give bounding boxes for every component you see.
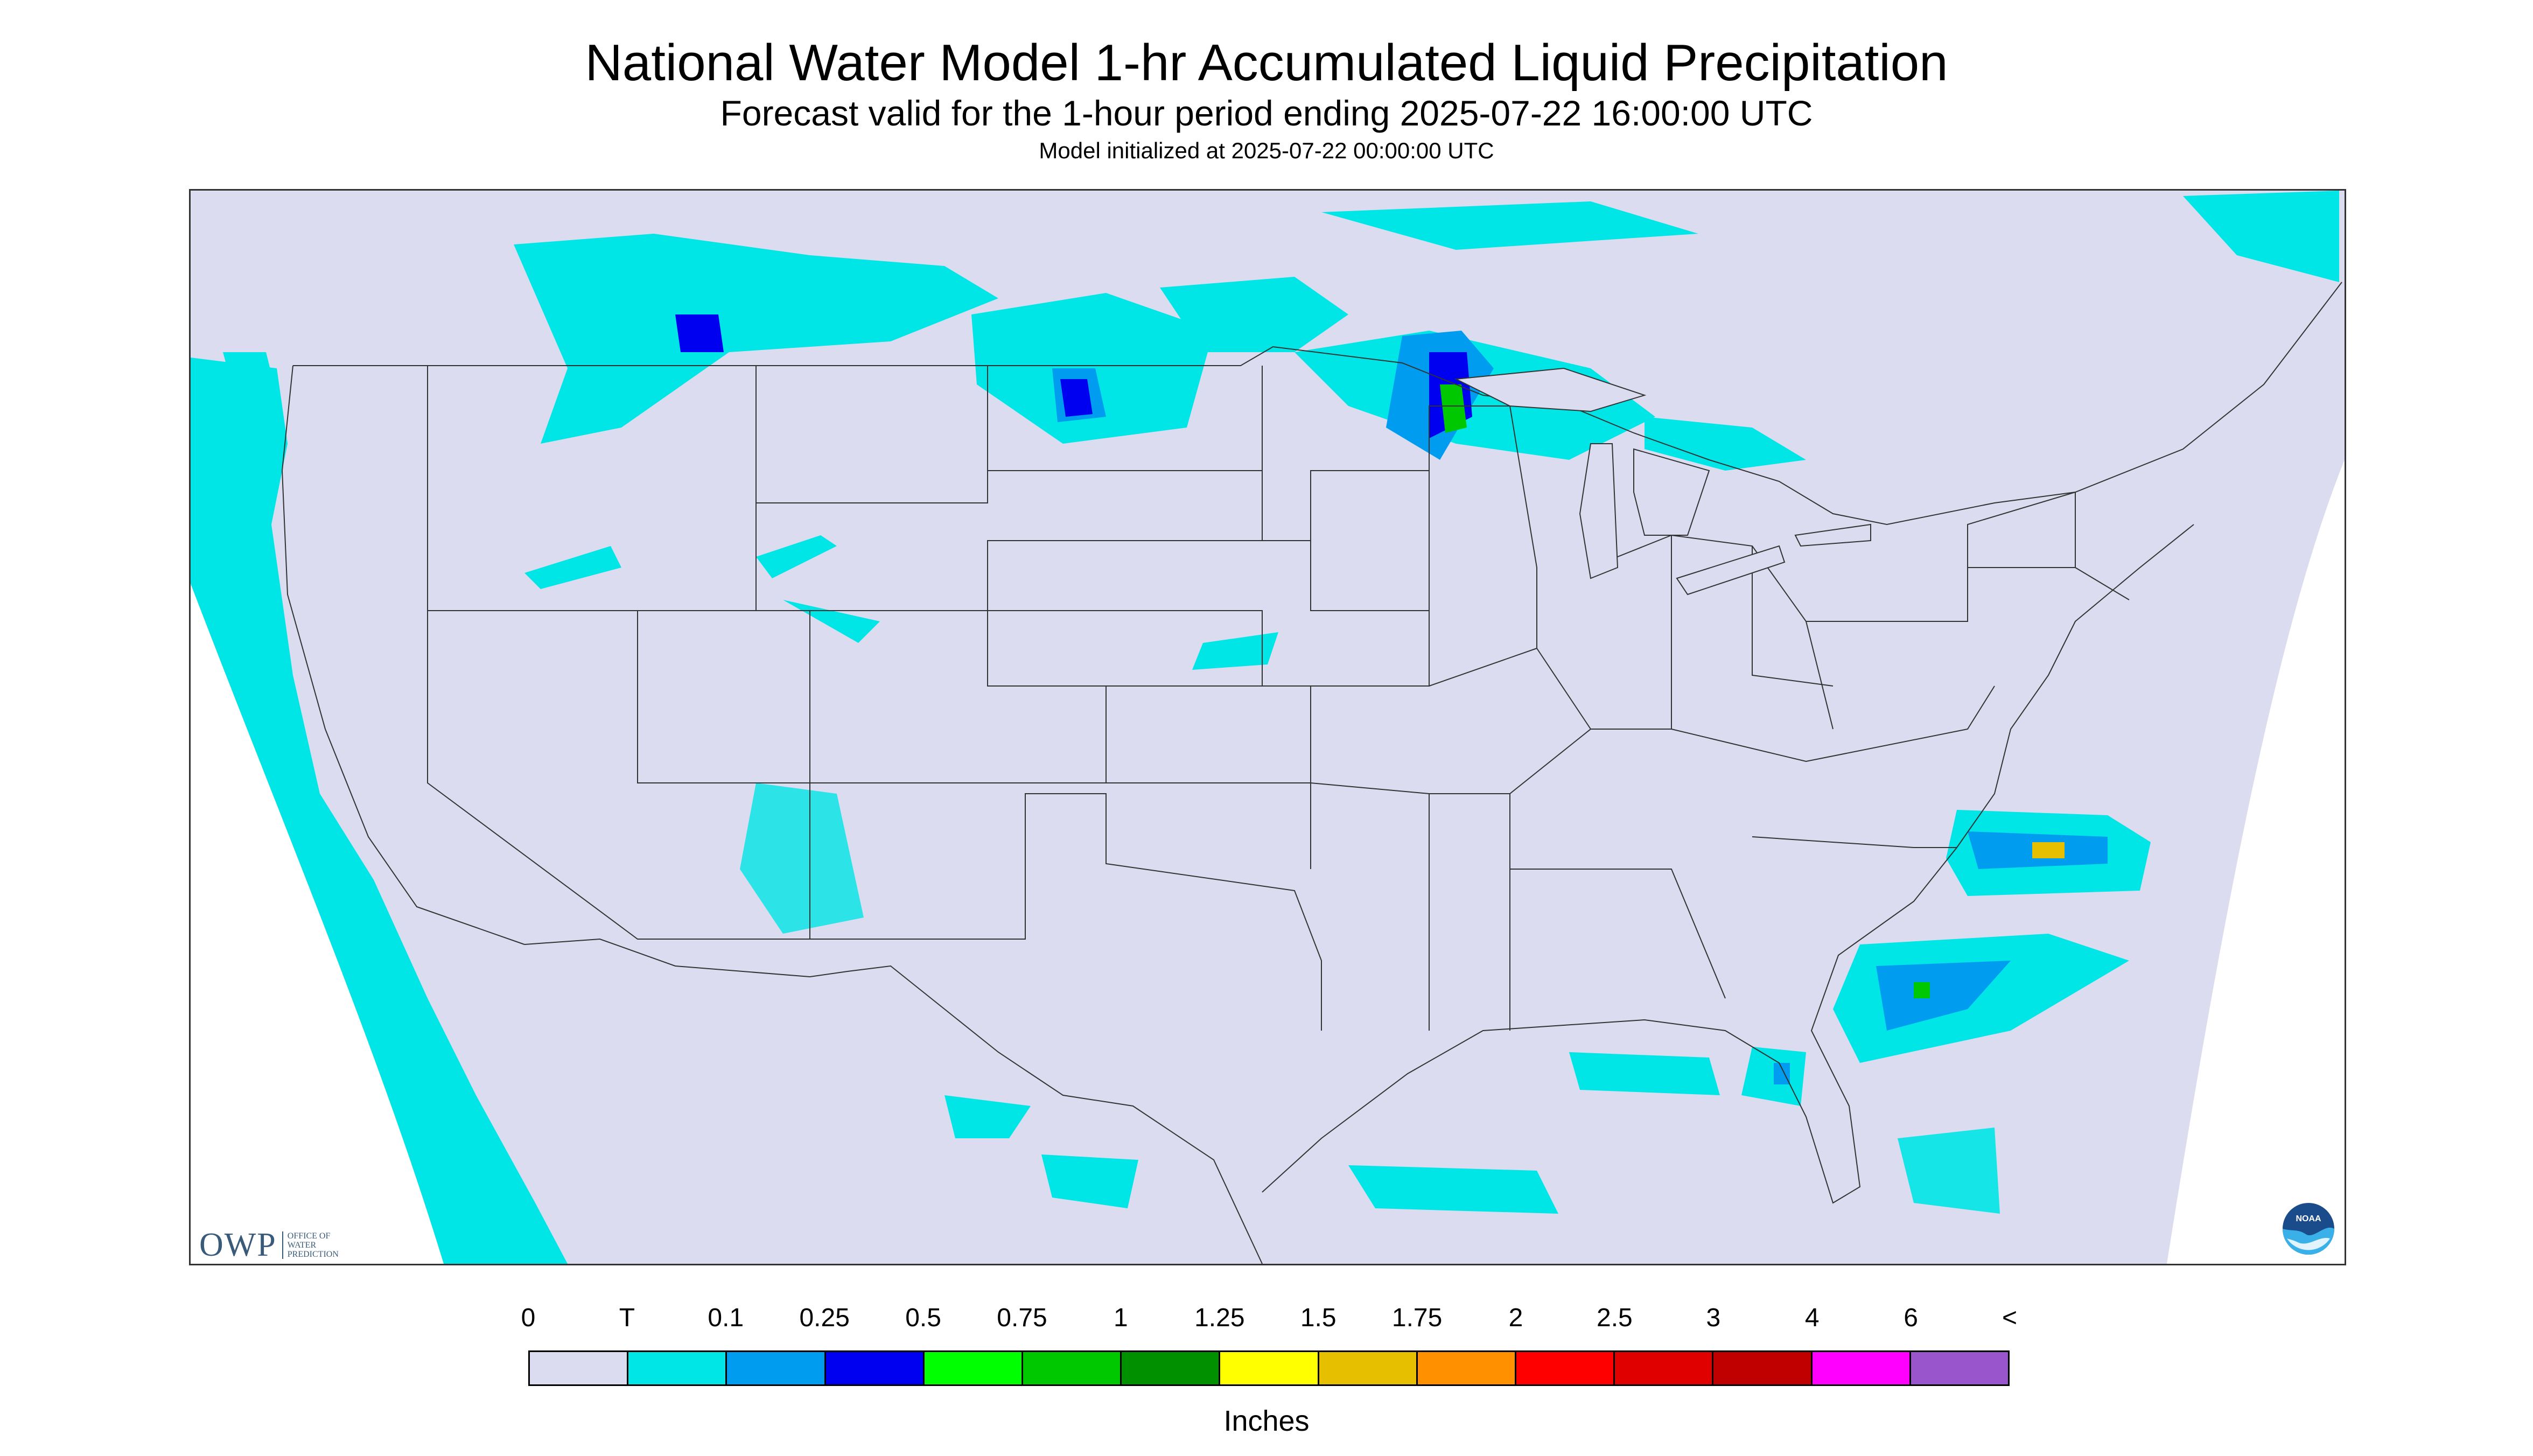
legend-swatch: [1319, 1352, 1418, 1384]
legend-label: 0.1: [708, 1304, 744, 1332]
legend-label: 0.5: [905, 1304, 941, 1332]
legend-label: 0: [521, 1304, 536, 1332]
owp-logo-text: OWP: [199, 1226, 277, 1263]
legend-swatch: [1516, 1352, 1615, 1384]
legend-swatch: [1812, 1352, 1911, 1384]
legend-label: 1: [1114, 1304, 1128, 1332]
canada-us-border: [293, 282, 2342, 526]
legend-label: 0.25: [799, 1304, 850, 1332]
legend-swatch: [1911, 1352, 2009, 1384]
lake-ontario: [1794, 523, 1871, 547]
map-title: National Water Model 1-hr Accumulated Li…: [585, 34, 1948, 92]
precip-northern-tier: [514, 234, 998, 444]
legend-swatch: [1023, 1352, 1122, 1384]
legend-swatch: [530, 1352, 629, 1384]
us-coastline: [281, 365, 2194, 1204]
noaa-logo: NOAA: [2283, 1203, 2334, 1255]
legend-swatch: [628, 1352, 727, 1384]
legend-labels: 0 T 0.1 0.25 0.5 0.75 1 1.25 1.5 1.75 2 2.5 3 4 6 <: [0, 1303, 2533, 1341]
legend-swatch: [1417, 1352, 1517, 1384]
legend-label: 1.75: [1391, 1304, 1443, 1332]
legend-swatch: [825, 1352, 925, 1384]
model-domain: [191, 191, 2345, 1264]
legend-color-bar: [528, 1350, 2010, 1386]
legend-label: 2: [1508, 1304, 1523, 1332]
model-init-note: Model initialized at 2025-07-22 00:00:00…: [1039, 138, 1494, 163]
legend-label: T: [619, 1304, 635, 1332]
owp-logo-subtext: OFFICE OF WATER PREDICTION: [282, 1231, 339, 1259]
legend-label: 6: [1904, 1304, 1918, 1332]
legend-units: Inches: [1223, 1405, 1310, 1437]
legend-swatch: [1615, 1352, 1714, 1384]
legend-swatch: [1220, 1352, 1319, 1384]
legend-swatch: [1713, 1352, 1813, 1384]
svg-text:NOAA: NOAA: [2296, 1214, 2321, 1223]
legend-swatch: [924, 1352, 1024, 1384]
lake-huron: [1633, 448, 1710, 536]
lake-erie: [1676, 545, 1786, 596]
legend-label: 1.25: [1194, 1304, 1245, 1332]
precip-pacific-coast: [191, 358, 568, 1264]
map-subtitle: Forecast valid for the 1-hour period end…: [720, 93, 1813, 133]
legend-label: 1.5: [1300, 1304, 1337, 1332]
lake-michigan: [1579, 443, 1619, 579]
legend-label: 2.5: [1597, 1304, 1633, 1332]
mexico-us-border: [524, 938, 1263, 1264]
legend-label: 0.75: [997, 1304, 1047, 1332]
precipitation-map: [189, 189, 2346, 1265]
legend-label: 3: [1706, 1304, 1721, 1332]
legend-swatch: [1122, 1352, 1221, 1384]
owp-logo: OWP OFFICE OF WATER PREDICTION: [199, 1223, 339, 1266]
legend-label: <: [2002, 1304, 2018, 1332]
legend-swatch: [727, 1352, 826, 1384]
legend-label: 4: [1804, 1304, 1820, 1332]
lake-superior: [1454, 367, 1647, 412]
